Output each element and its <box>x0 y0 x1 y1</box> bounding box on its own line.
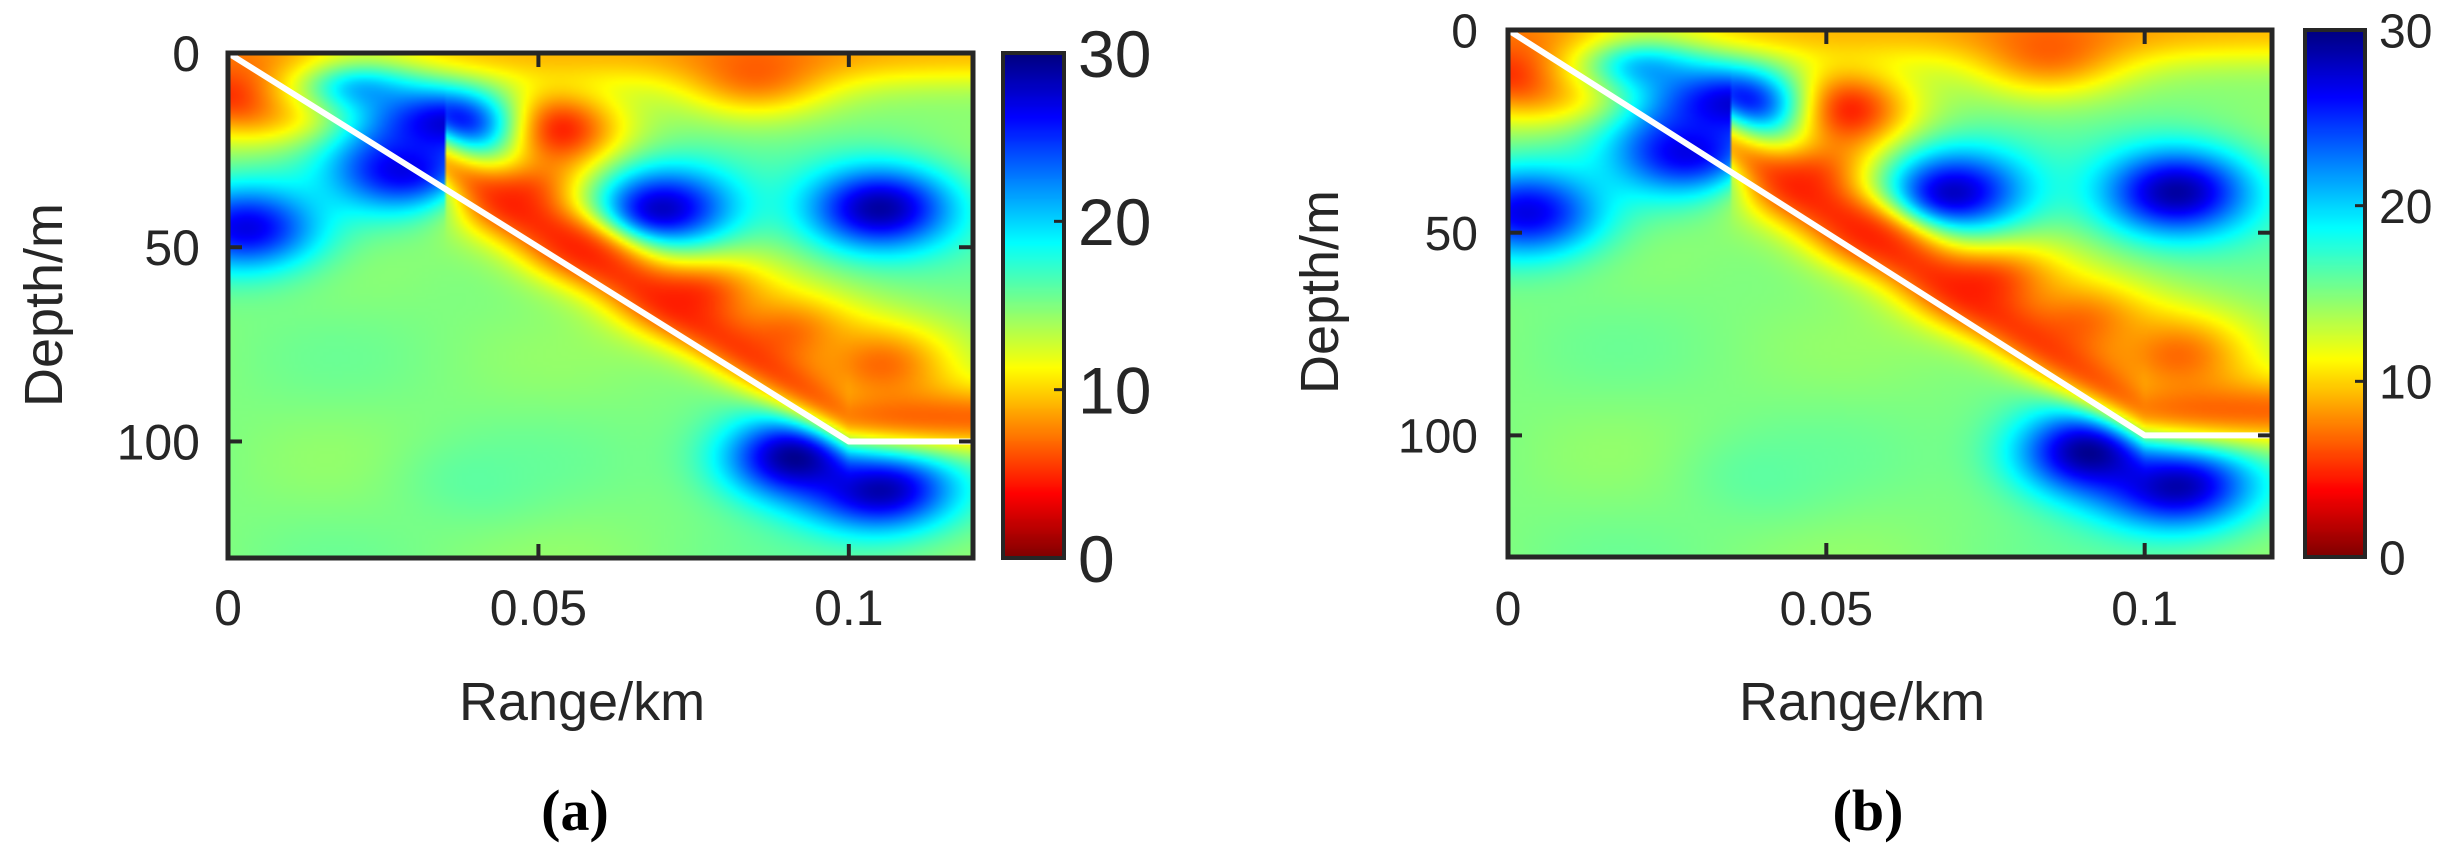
colorbar-tick-label: 10 <box>2379 357 2432 410</box>
x-tick-label: 0 <box>1495 583 1522 636</box>
y-tick-label: 100 <box>117 414 200 470</box>
y-tick-label: 100 <box>1398 411 1478 464</box>
x-tick-label: 0.05 <box>1780 583 1873 636</box>
colorbar-frame-b <box>2303 28 2367 559</box>
y-axis-label-a: Depth/m <box>14 203 74 407</box>
x-axis-ticks-b: 0 0.05 0.1 <box>1495 30 2178 636</box>
overlay-polyline <box>1506 27 2272 439</box>
colorbar-ticks-b: 0 10 20 30 <box>2355 5 2432 585</box>
plot-frame-a <box>225 50 976 561</box>
colorbar-tick-label: 30 <box>2379 5 2432 58</box>
x-tick-label: 0 <box>214 580 242 636</box>
y-tick-label: 0 <box>1451 5 1478 58</box>
colorbar-tick-label: 20 <box>1078 185 1151 259</box>
colorbar-tick-label: 10 <box>1078 353 1151 427</box>
y-axis-label-b: Depth/m <box>1290 190 1350 394</box>
heatmap-image-a <box>228 53 973 558</box>
x-tick-label: 0.05 <box>490 580 587 636</box>
y-tick-label: 0 <box>172 26 200 82</box>
overlay-polyline <box>226 50 973 445</box>
colorbar-ticks-a: 0 10 20 30 <box>1054 17 1151 596</box>
x-tick-label: 0.1 <box>814 580 884 636</box>
y-tick-label: 50 <box>144 220 200 276</box>
colorbar-tick-label: 20 <box>2379 181 2432 234</box>
y-axis-ticks-b: 0 50 100 <box>1398 5 2272 464</box>
y-axis-ticks-a: 0 50 100 <box>117 26 973 470</box>
colorbar-tick-label: 0 <box>2379 532 2406 585</box>
plot-frame-b <box>1505 27 2275 560</box>
panel-label-a: (a) <box>541 778 609 843</box>
panel-b: 0 0.05 0.1 0 50 100 Range/km Depth/m 0 10 20 30… <box>1290 5 2432 843</box>
colorbar-tick-label: 0 <box>1078 522 1115 596</box>
overlay-line-b <box>1506 27 2272 439</box>
panel-a: 0 0.05 0.1 0 50 100 Range/km Depth/m 0 10 20 30… <box>14 17 1151 843</box>
heatmap-image-b <box>1508 30 2272 557</box>
x-axis-label-b: Range/km <box>1739 672 1985 732</box>
panel-label-b: (b) <box>1833 778 1904 843</box>
colorbar-frame-a <box>1001 51 1066 560</box>
y-tick-label: 50 <box>1425 208 1478 261</box>
x-tick-label: 0.1 <box>2111 583 2178 636</box>
colorbar-tick-label: 30 <box>1078 17 1151 91</box>
colorbar-b <box>2305 30 2365 557</box>
colorbar-a <box>1003 53 1064 558</box>
x-axis-label-a: Range/km <box>459 672 705 732</box>
x-axis-ticks-a: 0 0.05 0.1 <box>214 53 884 636</box>
overlay-line-a <box>226 50 973 445</box>
